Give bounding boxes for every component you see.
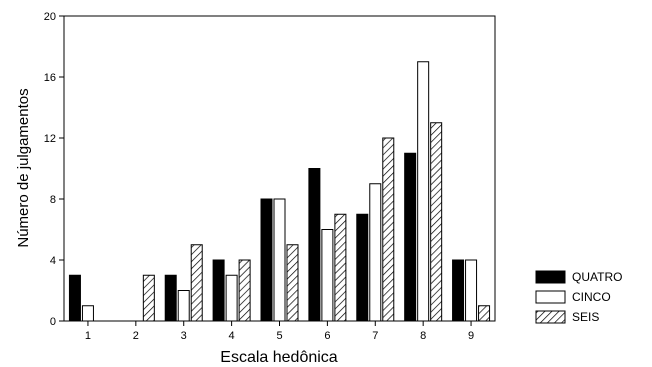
- x-tick-label: 6: [324, 330, 330, 342]
- legend-label-quatro: QUATRO: [572, 270, 622, 284]
- y-tick-label: 8: [50, 194, 56, 206]
- bar-cinco-7: [369, 183, 382, 322]
- x-tick-label: 2: [133, 330, 139, 342]
- bar-cinco-9: [465, 259, 478, 322]
- x-tick-label: 5: [276, 330, 282, 342]
- bar-seis-9: [478, 305, 491, 322]
- legend-swatch-cinco: [535, 290, 566, 304]
- y-tick-label: 16: [44, 72, 56, 84]
- bar-seis-4: [238, 259, 251, 322]
- legend-label-cinco: CINCO: [572, 290, 611, 304]
- bars-group: [68, 61, 491, 322]
- bar-quatro-7: [356, 213, 369, 322]
- y-tick-label: 12: [44, 133, 56, 145]
- x-tick-label: 9: [468, 330, 474, 342]
- y-tick-label: 4: [50, 255, 56, 267]
- bar-quatro-9: [452, 259, 465, 322]
- bar-seis-6: [334, 213, 347, 322]
- bar-seis-7: [382, 137, 395, 322]
- y-axis-ticks: 0 4 8 12 16 20: [44, 11, 64, 328]
- bar-cinco-3: [177, 290, 190, 322]
- bar-quatro-1: [68, 274, 81, 322]
- legend-swatch-seis: [535, 310, 566, 324]
- legend: QUATRO CINCO SEIS: [535, 270, 622, 324]
- legend-swatch-quatro: [535, 270, 566, 284]
- y-tick-label: 20: [44, 11, 56, 23]
- x-tick-label: 1: [85, 330, 91, 342]
- x-axis-label: Escala hedônica: [220, 349, 338, 366]
- x-tick-label: 8: [420, 330, 426, 342]
- y-axis-label: Número de julgamentos: [15, 88, 32, 247]
- bar-quatro-8: [404, 152, 417, 322]
- x-tick-label: 3: [181, 330, 187, 342]
- x-axis-ticks: 1 2 3 4 5 6 7 8 9: [85, 321, 474, 342]
- x-tick-label: 4: [229, 330, 235, 342]
- y-tick-label: 0: [50, 316, 56, 328]
- legend-label-seis: SEIS: [572, 310, 599, 324]
- bar-cinco-4: [225, 274, 238, 322]
- x-tick-label: 7: [372, 330, 378, 342]
- bar-seis-2: [142, 274, 155, 322]
- bar-cinco-8: [417, 61, 430, 322]
- bar-cinco-1: [81, 305, 94, 322]
- bar-quatro-6: [308, 168, 321, 322]
- bar-quatro-5: [260, 198, 273, 322]
- bar-quatro-4: [212, 259, 225, 322]
- bar-seis-8: [430, 122, 443, 322]
- bar-seis-5: [286, 244, 299, 322]
- bar-cinco-6: [321, 229, 334, 322]
- bar-seis-3: [190, 244, 203, 322]
- bar-cinco-5: [273, 198, 286, 322]
- bar-quatro-3: [164, 274, 177, 322]
